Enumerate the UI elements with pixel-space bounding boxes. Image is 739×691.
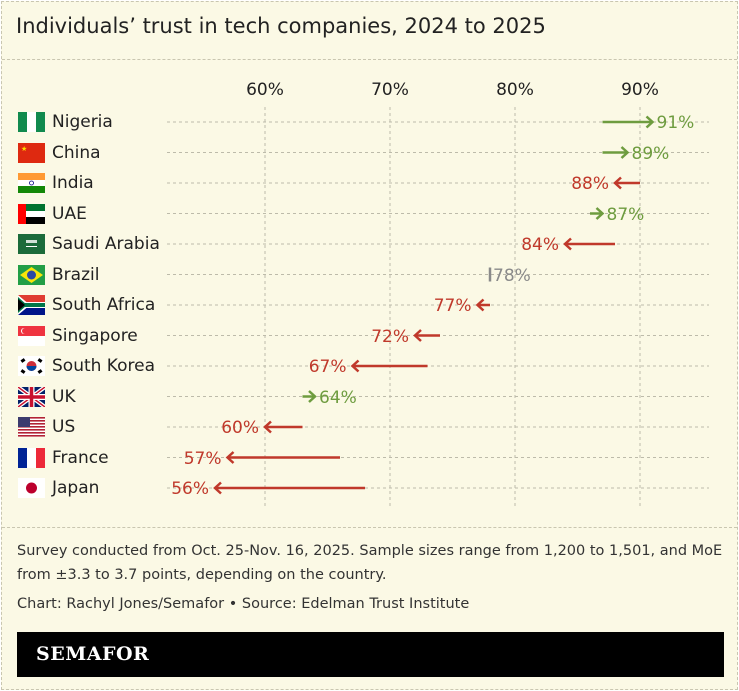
survey-note: Survey conducted from Oct. 25-Nov. 16, 2… xyxy=(17,543,723,583)
china-flag-icon: ★ xyxy=(18,142,45,163)
value-label: 87% xyxy=(606,204,645,225)
change-arrowhead xyxy=(308,390,317,403)
country-label: Japan xyxy=(52,478,100,498)
change-arrowhead xyxy=(263,420,272,434)
south-korea-flag-icon xyxy=(18,356,45,376)
uae-flag-icon xyxy=(18,203,45,224)
singapore-flag-icon xyxy=(18,325,45,346)
country-label: South Africa xyxy=(52,295,156,315)
country-label: US xyxy=(52,417,76,437)
change-arrowhead xyxy=(620,146,630,159)
change-arrowhead xyxy=(225,451,235,464)
brand-bar: SEMAFOR xyxy=(17,632,724,677)
saudi-arabia-flag-icon xyxy=(18,234,45,254)
value-label: 56% xyxy=(171,479,209,499)
change-arrowhead xyxy=(475,298,485,312)
divider xyxy=(2,527,737,528)
svg-text:★: ★ xyxy=(21,145,27,153)
change-arrowhead xyxy=(350,359,360,373)
country-label: China xyxy=(52,142,101,163)
value-label: 89% xyxy=(631,143,670,164)
change-arrowhead xyxy=(613,176,622,190)
value-label: 78% xyxy=(493,265,531,286)
plot-area: 60% 70% 80% 90% Nigeria 91% ★ China 89% India 88% U… xyxy=(2,2,737,522)
chart-title: Individuals’ trust in tech companies, 20… xyxy=(16,14,546,38)
semafor-logo: SEMAFOR xyxy=(36,643,150,665)
country-label: Nigeria xyxy=(52,112,113,132)
value-label: 84% xyxy=(521,235,559,255)
country-label: Brazil xyxy=(52,264,100,285)
change-arrowhead xyxy=(563,237,572,251)
value-label: 57% xyxy=(183,448,222,469)
country-label: UAE xyxy=(52,203,87,224)
credit-line: Chart: Rachyl Jones/Semafor • Source: Ed… xyxy=(17,596,470,612)
change-arrowhead xyxy=(595,207,605,220)
x-tick-label: 60% xyxy=(246,80,284,100)
value-label: 64% xyxy=(319,387,357,408)
south-africa-flag-icon xyxy=(18,295,45,315)
uk-flag-icon xyxy=(16,384,47,409)
value-label: 60% xyxy=(221,418,259,438)
chart-svg xyxy=(167,107,709,507)
x-tick-label: 90% xyxy=(621,80,659,100)
x-tick-label: 80% xyxy=(496,80,534,100)
country-label: Singapore xyxy=(52,325,138,346)
japan-flag-icon xyxy=(18,478,45,498)
country-label: France xyxy=(52,447,109,468)
india-flag-icon xyxy=(18,173,45,193)
x-tick-label: 70% xyxy=(371,80,409,100)
us-flag-icon xyxy=(18,417,45,437)
value-label: 67% xyxy=(308,357,347,377)
france-flag-icon xyxy=(18,447,45,468)
change-arrowhead xyxy=(213,481,222,495)
country-label: Saudi Arabia xyxy=(52,234,160,254)
country-label: India xyxy=(52,173,94,193)
value-label: 77% xyxy=(433,296,472,316)
value-label: 91% xyxy=(656,113,695,133)
country-label: South Korea xyxy=(52,356,156,376)
change-arrowhead xyxy=(413,329,422,342)
country-label: UK xyxy=(52,386,76,407)
value-label: 72% xyxy=(371,326,409,347)
value-label: 88% xyxy=(571,174,609,194)
brazil-flag-icon xyxy=(18,264,45,285)
nigeria-flag-icon xyxy=(18,112,45,132)
change-arrowhead xyxy=(645,115,655,129)
divider xyxy=(2,59,737,60)
